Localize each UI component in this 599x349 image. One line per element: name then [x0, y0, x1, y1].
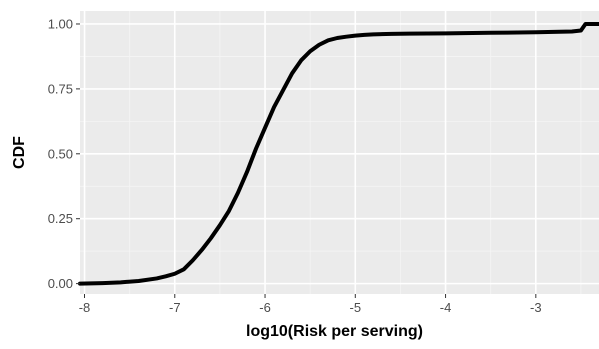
x-tick-label: -5: [350, 300, 362, 315]
y-axis: 0.00 0.25 0.50 0.75 1.00: [48, 16, 80, 291]
y-tick-label: 0.00: [48, 276, 73, 291]
x-tick-label: -6: [259, 300, 271, 315]
minor-gridlines: [80, 11, 599, 294]
y-tick-label: 1.00: [48, 16, 73, 31]
y-tick-label: 0.50: [48, 146, 73, 161]
x-tick-label: -8: [79, 300, 91, 315]
cdf-line: [78, 21, 599, 286]
x-tick-label: -7: [169, 300, 181, 315]
plot-panel: [80, 11, 599, 294]
y-tick-label: 0.75: [48, 81, 73, 96]
x-axis-title: log10(Risk per serving): [246, 323, 423, 340]
y-axis-title: CDF: [11, 136, 28, 169]
y-tick-label: 0.25: [48, 211, 73, 226]
x-axis: -8 -7 -6 -5 -4 -3: [79, 294, 542, 315]
x-tick-label: -3: [530, 300, 542, 315]
x-tick-label: -4: [440, 300, 452, 315]
major-gridlines: [80, 11, 599, 294]
